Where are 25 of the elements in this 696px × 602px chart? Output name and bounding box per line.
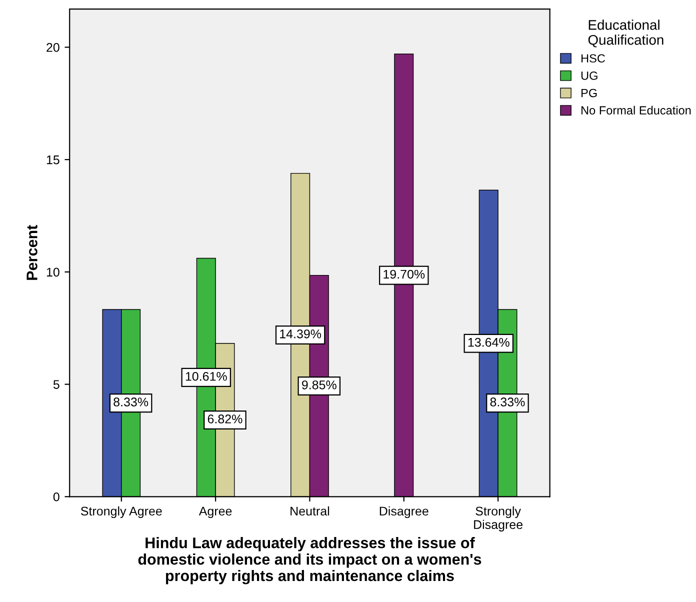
x-tick-label: Strongly Agree — [80, 506, 162, 518]
legend-label: No Formal Education — [582, 106, 691, 115]
x-tick-label: Agree — [198, 506, 232, 518]
data-label: 8.33% — [114, 398, 148, 406]
legend-title: Educational Qualification — [588, 20, 664, 48]
data-label: 14.39% — [280, 329, 322, 338]
y-tick-label: 15 — [46, 156, 60, 164]
y-axis-title: Percent — [26, 225, 38, 280]
x-tick-label: Neutral — [290, 506, 330, 516]
data-label: 6.82% — [208, 414, 242, 424]
legend-label: HSC — [582, 54, 606, 63]
x-tick-label: Strongly Disagree — [474, 506, 523, 532]
legend-label: UG — [581, 72, 598, 80]
data-label: 8.33% — [490, 398, 525, 406]
y-tick-label: 5 — [53, 380, 60, 389]
data-label: 9.85% — [302, 380, 336, 390]
data-label: 10.61% — [186, 372, 227, 381]
legend-label: PG — [582, 88, 597, 98]
data-label: 19.70% — [384, 270, 425, 279]
data-label: 13.64% — [468, 338, 510, 347]
y-tick-label: 10 — [46, 268, 60, 277]
y-tick-label: 20 — [46, 43, 60, 52]
y-tick-label: 0 — [53, 492, 60, 502]
x-axis-title: Hindu Law adequately addresses the issue of domestic violence and its impact on a women's property rights and maintenance claims — [138, 537, 482, 584]
x-tick-label: Disagree — [380, 506, 428, 518]
